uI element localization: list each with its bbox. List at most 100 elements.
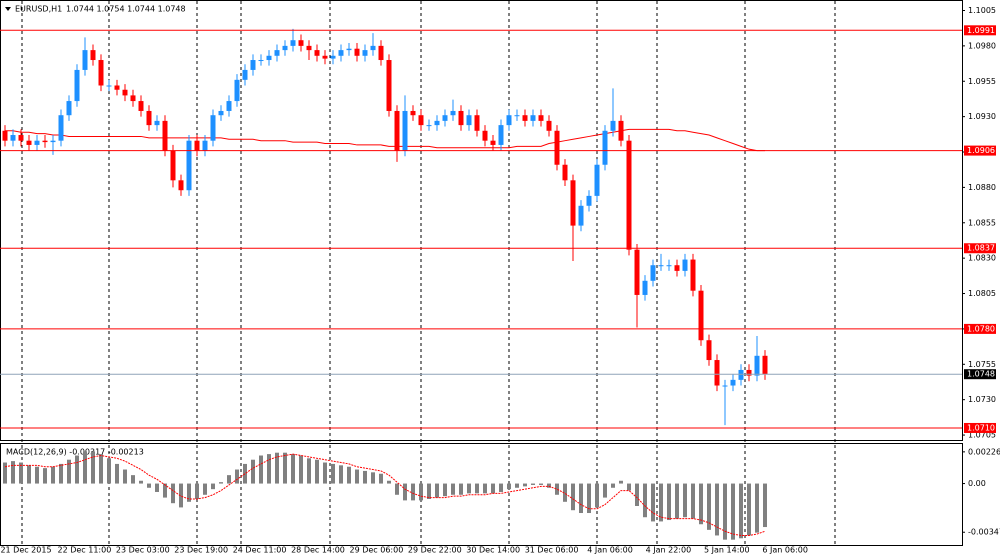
macd-bar [515,483,519,488]
candle-body [762,355,768,375]
candle-body [426,125,432,127]
candle-body [394,110,400,151]
candle-body [202,140,208,151]
candle-body [74,69,80,102]
macd-bar [19,462,23,484]
macd-bar [379,473,383,484]
candle-body [522,115,528,121]
macd-bar [603,483,607,498]
macd-bar [131,475,135,484]
candle-body [258,60,264,62]
candle-body [578,205,584,226]
y-tick-label: 1.1005 [968,6,996,15]
candle-body [370,45,376,51]
candle-body [698,290,704,341]
level-label: 1.0780 [967,324,995,333]
candle-body [226,101,232,111]
macd-bar [747,483,751,536]
macd-bar [187,483,191,502]
candle-body [82,50,88,70]
candle-body [98,60,104,86]
menu-arrow[interactable] [5,7,11,11]
y-tick-label: 1.0930 [968,112,996,121]
macd-bar [499,483,503,492]
macd-bar [83,451,87,484]
candle-body [122,89,128,96]
x-tick-label: 29 Dec 22:00 [408,546,462,555]
x-tick-label: 5 Jan 14:00 [704,546,750,555]
macd-bar [307,458,311,484]
level-tag [964,323,996,334]
candle-body [690,259,696,291]
day-separators [21,1,836,545]
macd-bar [547,483,551,488]
y-tick-label: 1.0955 [968,77,996,86]
candle-body [114,85,120,90]
macd-bar [299,455,303,484]
candle-body [626,140,632,250]
macd-bar [707,483,711,530]
candle-body [674,265,680,271]
level-label: 1.0710 [967,423,995,432]
candle-body [106,85,112,87]
macd-bar [411,483,415,501]
candle-body [706,340,712,361]
macd-bar [331,463,335,484]
macd-bar [107,458,111,484]
candle-body [138,101,144,111]
candle-body [474,115,480,131]
macd-bar [635,483,639,507]
candle-body [754,355,760,376]
macd-bar [339,465,343,484]
macd-bar [715,483,719,536]
macd-bar [51,466,55,484]
macd-bar [403,483,407,501]
signal-line [4,453,766,536]
macd-bar [435,483,439,498]
macd-bar [59,463,63,484]
candle-body [562,164,568,181]
macd-bar [627,483,631,491]
macd-bar [395,483,399,495]
macd-bar [243,463,247,484]
y-tick-label: 0.00226 [968,447,1000,456]
candle-body [194,140,200,151]
candle-body [2,130,8,141]
x-tick-label: 30 Dec 14:00 [466,546,520,555]
macd-bar [195,483,199,499]
macd-bar [363,470,367,484]
candle-body [682,259,688,271]
indicator-title: MACD(12,26,9) -0.00317 -0.00213 [6,448,144,457]
level-tag [964,25,996,36]
macd-bar [67,459,71,484]
macd-bar [227,475,231,484]
macd-bar [467,483,471,494]
macd-bar [491,483,495,494]
candle-body [466,115,472,126]
macd-bar [115,463,119,484]
macd-bar [555,483,559,495]
candle-body [594,164,600,196]
macd-bar [323,462,327,484]
macd-bar [675,483,679,519]
macd-bar [595,483,599,508]
candle-body [410,110,416,116]
candle-body [666,265,672,267]
candle-body [210,115,216,141]
macd-bar [451,483,455,495]
macd-bar [283,452,287,484]
macd-bar [275,452,279,484]
macd-bar [723,483,727,540]
candle-body [730,379,736,386]
candle-body [18,135,24,141]
macd-bar [579,483,583,514]
candle-body [618,120,624,141]
macd-bar [99,454,103,484]
candle-body [378,45,384,61]
macd-bar [531,483,535,485]
x-tick-label: 22 Dec 11:00 [57,546,111,555]
x-tick-label: 23 Dec 03:00 [116,546,170,555]
chart-subtitle: 1.0744 1.0754 1.0744 1.0748 [66,5,186,14]
candle-body [402,110,408,151]
